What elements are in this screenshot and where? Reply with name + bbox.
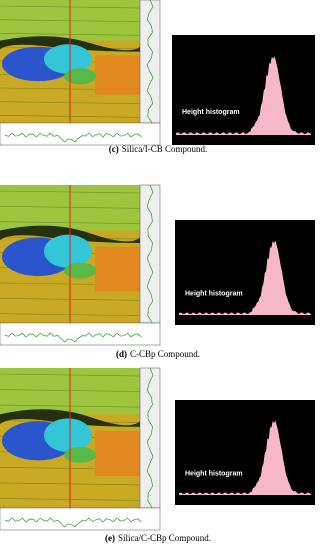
image-cyan bbox=[44, 44, 92, 74]
bottom-profile bbox=[0, 122, 161, 146]
histogram-label: Height histogram bbox=[185, 291, 243, 298]
histogram-shape bbox=[179, 240, 311, 315]
panel: Height histogram (e) Silica/C-CBp Compound… bbox=[0, 367, 315, 543]
panel: Height histogram (d) C-CBp Compound. bbox=[0, 184, 315, 359]
image-orange bbox=[95, 431, 140, 476]
caption-label: (e) bbox=[105, 533, 115, 543]
bottom-profile bbox=[0, 507, 161, 531]
height-map-image bbox=[0, 367, 161, 531]
panel: Height histogram (c) Silica/I-CB Compound. bbox=[0, 0, 315, 154]
histogram-label: Height histogram bbox=[185, 471, 243, 478]
caption: (d) C-CBp Compound. bbox=[116, 349, 200, 359]
caption: (c) Silica/I-CB Compound. bbox=[109, 144, 208, 154]
side-profile-line bbox=[146, 367, 154, 509]
height-map-image bbox=[0, 184, 161, 346]
image-cyan bbox=[44, 234, 92, 268]
histogram-label: Height histogram bbox=[182, 109, 240, 116]
histogram-bg bbox=[175, 400, 315, 505]
side-profile bbox=[139, 0, 161, 124]
caption: (e) Silica/C-CBp Compound. bbox=[105, 533, 211, 543]
histogram: Height histogram bbox=[175, 220, 315, 325]
caption-text: Silica/C-CBp Compound. bbox=[118, 533, 211, 543]
image-green bbox=[64, 68, 96, 85]
image-green bbox=[64, 262, 96, 279]
histogram-shape bbox=[176, 56, 311, 135]
image-orange bbox=[95, 247, 140, 292]
image-orange bbox=[95, 55, 140, 95]
bottom-profile bbox=[0, 322, 161, 346]
bottom-profile-line bbox=[4, 517, 142, 528]
height-map-image bbox=[0, 0, 161, 146]
image-green bbox=[64, 446, 96, 463]
caption-label: (c) bbox=[109, 144, 119, 154]
side-profile bbox=[139, 184, 161, 324]
histogram: Height histogram bbox=[175, 400, 315, 505]
caption-text: C-CBp Compound. bbox=[130, 349, 200, 359]
histogram: Height histogram bbox=[172, 35, 315, 145]
caption-text: Silica/I-CB Compound. bbox=[122, 144, 208, 154]
bottom-profile-line bbox=[4, 132, 142, 143]
side-profile bbox=[139, 367, 161, 509]
caption-label: (d) bbox=[116, 349, 127, 359]
histogram-shape bbox=[179, 420, 311, 495]
side-profile-line bbox=[146, 184, 154, 324]
image-cyan bbox=[44, 418, 92, 453]
histogram-bg bbox=[175, 220, 315, 325]
bottom-profile-line bbox=[4, 332, 142, 343]
histogram-bg bbox=[172, 35, 315, 145]
side-profile-line bbox=[146, 0, 154, 124]
